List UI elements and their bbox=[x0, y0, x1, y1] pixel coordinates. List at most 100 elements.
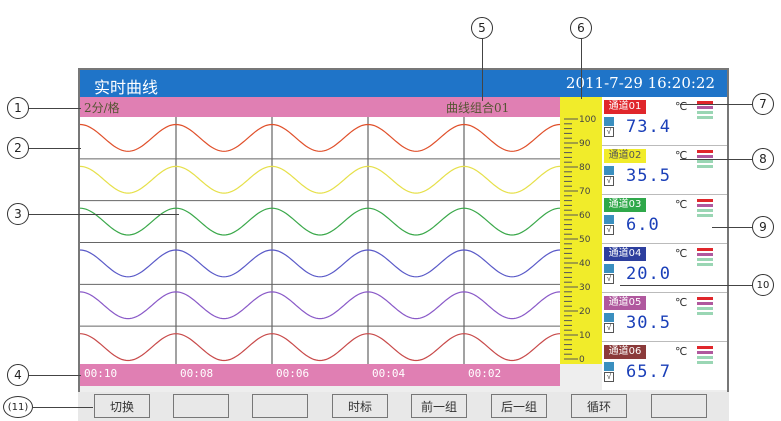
channel-value: 6.0 bbox=[626, 215, 660, 235]
checkbox-icon[interactable]: √ bbox=[604, 176, 614, 186]
channel-04[interactable]: 通道04 ℃ √ 20.0 bbox=[602, 244, 727, 293]
scale-label: 60 bbox=[579, 211, 591, 221]
time-axis-bar: 00:10 00:08 00:06 00:04 00:02 bbox=[80, 364, 560, 386]
channel-panel: 通道01 ℃ √ 73.4 通道02 ℃ √ 35.5 通道03 ℃ √ 6.0… bbox=[602, 97, 727, 390]
scale-label: 40 bbox=[579, 259, 591, 269]
channel-color-icon bbox=[604, 362, 614, 371]
callout-9: 9 bbox=[752, 216, 774, 238]
blank-button-1[interactable] bbox=[173, 394, 229, 418]
channel-unit: ℃ bbox=[675, 198, 688, 211]
channel-label: 通道06 bbox=[604, 345, 646, 359]
leader-line bbox=[581, 39, 582, 99]
curve-series-2 bbox=[80, 165, 560, 194]
scale-label: 10 bbox=[579, 331, 591, 341]
callout-2: 2 bbox=[7, 137, 29, 159]
prev-group-button[interactable]: 前一组 bbox=[411, 394, 467, 418]
cycle-button[interactable]: 循环 bbox=[571, 394, 627, 418]
time-label: 00:08 bbox=[180, 367, 214, 380]
callout-5: 5 bbox=[471, 17, 493, 39]
curve-series-6 bbox=[80, 333, 560, 362]
switch-button[interactable]: 切换 bbox=[94, 394, 150, 418]
leader-line bbox=[482, 39, 483, 101]
curve-group-label: 曲线组合01 bbox=[446, 101, 510, 115]
time-label: 00:10 bbox=[84, 367, 118, 380]
channel-value: 35.5 bbox=[626, 166, 671, 186]
leader-line bbox=[680, 104, 752, 105]
title-bar: 实时曲线 2011-7-29 16:20:22 bbox=[80, 70, 727, 97]
channel-label: 通道05 bbox=[604, 296, 646, 310]
channel-value: 73.4 bbox=[626, 117, 671, 137]
scale-label: 70 bbox=[579, 187, 591, 197]
scale-label: 50 bbox=[579, 235, 591, 245]
bars-icon bbox=[697, 150, 713, 170]
softkey-row: 切换 时标 前一组 后一组 循环 bbox=[78, 392, 729, 421]
info-bar: 2分/格 曲线组合01 bbox=[80, 97, 560, 117]
curve-chart bbox=[80, 117, 560, 368]
screen-title: 实时曲线 bbox=[94, 78, 159, 97]
checkbox-icon[interactable]: √ bbox=[604, 372, 614, 382]
bars-icon bbox=[697, 248, 713, 268]
time-mark-button[interactable]: 时标 bbox=[332, 394, 388, 418]
channel-unit: ℃ bbox=[675, 100, 688, 113]
channel-label: 通道03 bbox=[604, 198, 646, 212]
channel-color-icon bbox=[604, 117, 614, 126]
callout-7: 7 bbox=[752, 93, 774, 115]
callout-1: 1 bbox=[7, 97, 29, 119]
scale-label: 100 bbox=[579, 115, 596, 125]
channel-color-icon bbox=[604, 166, 614, 175]
channel-color-icon bbox=[604, 264, 614, 273]
bars-icon bbox=[697, 297, 713, 317]
channel-value: 30.5 bbox=[626, 313, 671, 333]
datetime-display: 2011-7-29 16:20:22 bbox=[565, 74, 715, 92]
channel-05[interactable]: 通道05 ℃ √ 30.5 bbox=[602, 293, 727, 342]
channel-color-icon bbox=[604, 215, 614, 224]
callout-3: 3 bbox=[7, 203, 29, 225]
channel-unit: ℃ bbox=[675, 345, 688, 358]
leader-line bbox=[33, 407, 93, 408]
leader-line bbox=[29, 375, 81, 376]
scale-label: 30 bbox=[579, 283, 591, 293]
leader-line bbox=[680, 159, 752, 160]
checkbox-icon[interactable]: √ bbox=[604, 274, 614, 284]
scale-label: 20 bbox=[579, 307, 591, 317]
bars-icon bbox=[697, 199, 713, 219]
leader-line bbox=[712, 227, 752, 228]
time-label: 00:02 bbox=[468, 367, 502, 380]
channel-06[interactable]: 通道06 ℃ √ 65.7 bbox=[602, 342, 727, 390]
time-label: 00:04 bbox=[372, 367, 406, 380]
blank-button-3[interactable] bbox=[651, 394, 707, 418]
leader-line bbox=[29, 108, 81, 109]
curve-series-1 bbox=[80, 123, 560, 152]
leader-line bbox=[29, 148, 81, 149]
curve-series-4 bbox=[80, 249, 560, 278]
curve-series-5 bbox=[80, 291, 560, 320]
channel-color-icon bbox=[604, 313, 614, 322]
channel-label: 通道04 bbox=[604, 247, 646, 261]
checkbox-icon[interactable]: √ bbox=[604, 127, 614, 137]
leader-line bbox=[29, 214, 179, 215]
callout-6: 6 bbox=[570, 17, 592, 39]
callout-8: 8 bbox=[752, 148, 774, 170]
blank-button-2[interactable] bbox=[252, 394, 308, 418]
next-group-button[interactable]: 后一组 bbox=[491, 394, 547, 418]
device-screen: 实时曲线 2011-7-29 16:20:22 2分/格 曲线组合01 00:1… bbox=[78, 68, 729, 394]
channel-value: 20.0 bbox=[626, 264, 671, 284]
scale-label: 90 bbox=[579, 139, 591, 149]
channel-01[interactable]: 通道01 ℃ √ 73.4 bbox=[602, 97, 727, 146]
curve-series-3 bbox=[80, 207, 560, 236]
leader-line bbox=[620, 285, 752, 286]
time-label: 00:06 bbox=[276, 367, 310, 380]
checkbox-icon[interactable]: √ bbox=[604, 225, 614, 235]
channel-03[interactable]: 通道03 ℃ √ 6.0 bbox=[602, 195, 727, 244]
channel-02[interactable]: 通道02 ℃ √ 35.5 bbox=[602, 146, 727, 195]
callout-4: 4 bbox=[7, 364, 29, 386]
callout-10: 10 bbox=[752, 274, 774, 296]
channel-label: 通道02 bbox=[604, 149, 646, 163]
scale-label: 80 bbox=[579, 163, 591, 173]
bars-icon bbox=[697, 101, 713, 121]
channel-value: 65.7 bbox=[626, 362, 671, 382]
interval-label: 2分/格 bbox=[84, 101, 120, 115]
checkbox-icon[interactable]: √ bbox=[604, 323, 614, 333]
channel-unit: ℃ bbox=[675, 296, 688, 309]
